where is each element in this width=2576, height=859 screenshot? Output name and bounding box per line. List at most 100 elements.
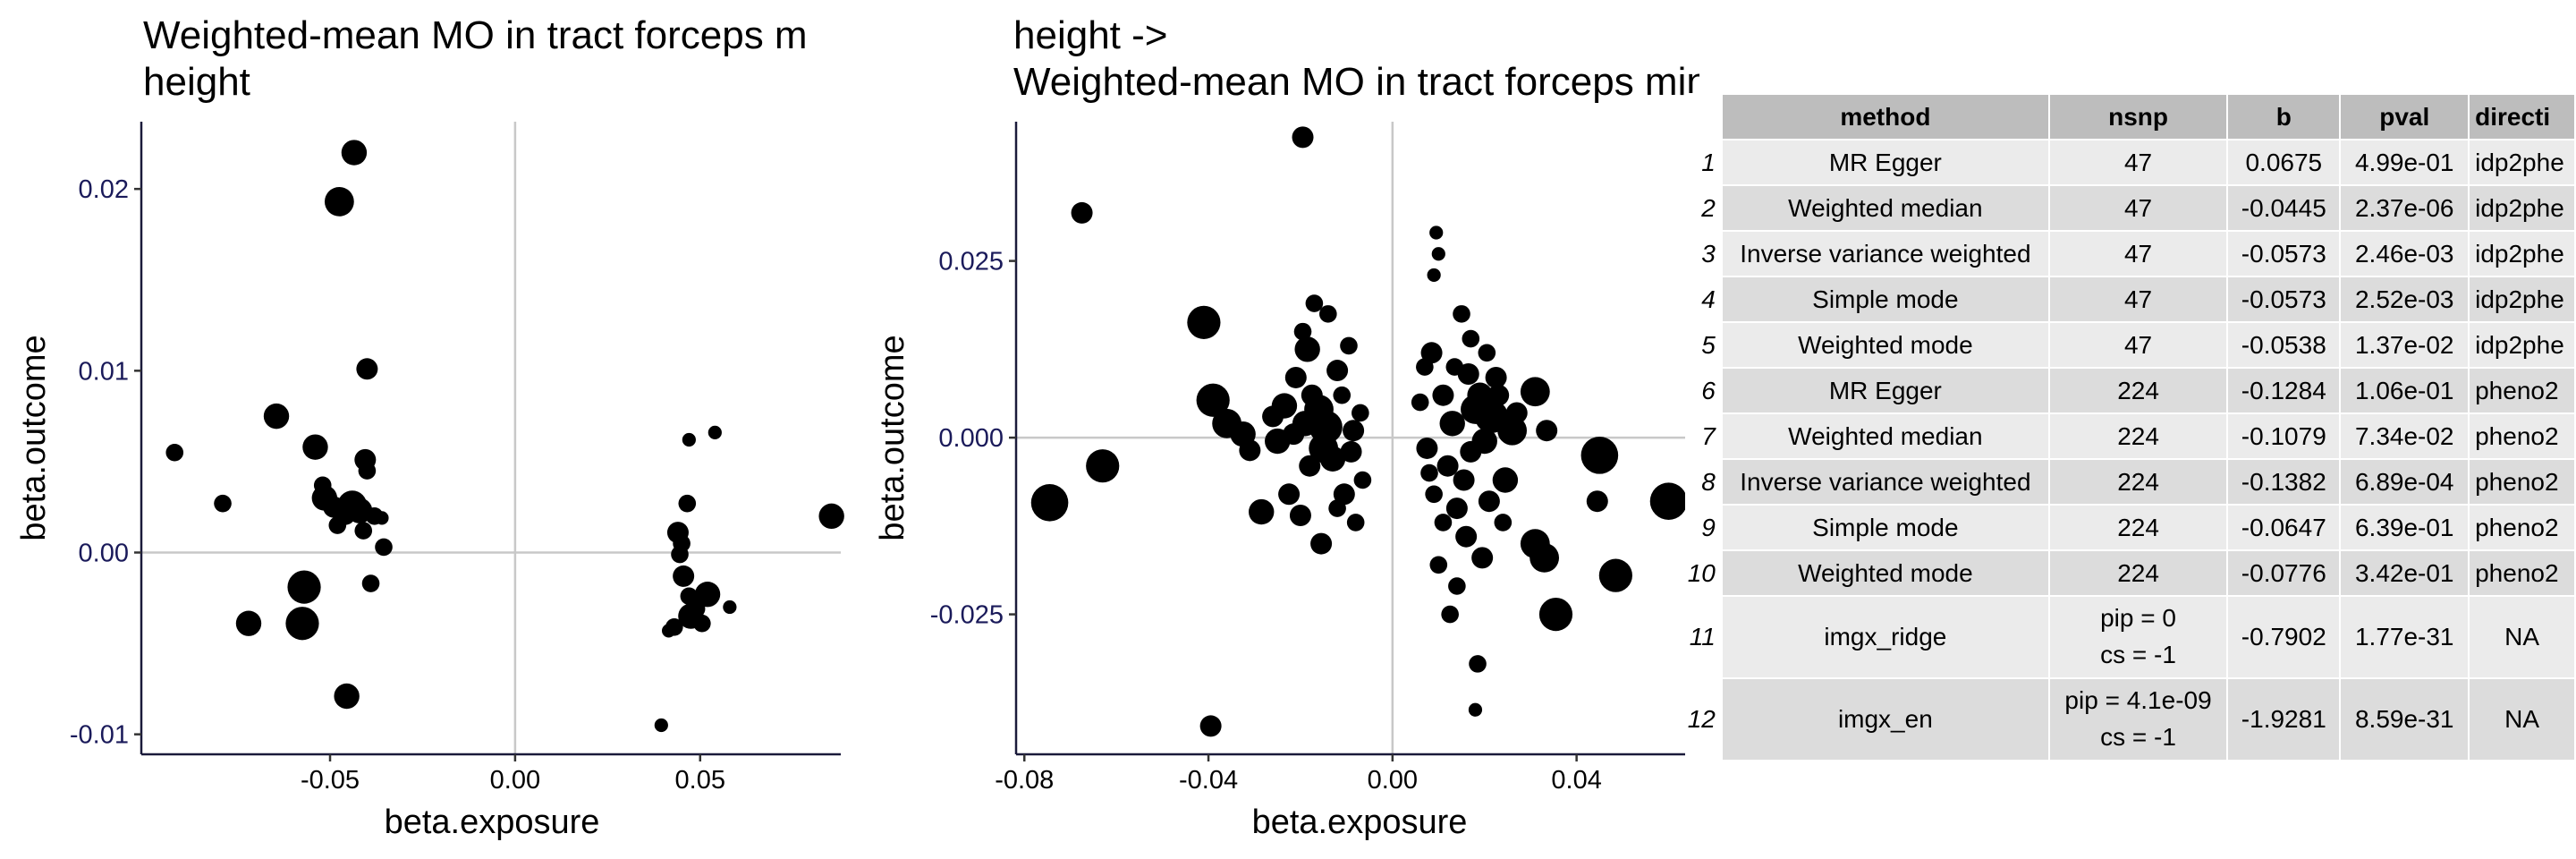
data-point [1586,490,1608,513]
data-point [1538,597,1573,632]
cell-method: MR Egger [1720,139,2050,186]
cell-b: -1.9281 [2226,677,2342,761]
cell-pval: 2.37e-06 [2339,184,2470,232]
data-point [1416,358,1434,376]
data-point [678,494,697,513]
cell-method: Weighted mode [1720,321,2050,369]
data-point [818,503,844,530]
cell-method: MR Egger [1720,367,2050,414]
data-point [1343,420,1365,442]
data-point [1071,201,1093,224]
data-point [662,624,676,638]
data-point [1467,382,1493,408]
data-point [356,358,378,380]
cell-nsnp: 224 [2047,549,2229,597]
scatter-plot-idp-to-height: Weighted-mean MO in tract forceps m heig… [15,13,844,841]
row-number: 9 [1685,504,1723,551]
data-point [214,494,232,513]
table-row: 8 Inverse variance weighted 224 -0.1382 6.89… [1685,458,2576,506]
data-point [1468,702,1483,717]
cell-pval: 4.99e-01 [2339,139,2470,186]
cell-pval: 1.77e-31 [2339,595,2470,679]
cell-b: -0.1284 [2226,367,2342,414]
row-number: 10 [1685,549,1723,597]
data-point [1492,467,1519,493]
data-point [1326,360,1349,382]
cell-nsnp: pip = 4.1e-09 cs = -1 [2047,677,2229,761]
row-number-header [1685,93,1723,140]
x-tick-label: -0.05 [301,766,360,795]
cell-pval: 2.52e-03 [2339,276,2470,323]
x-axis-label: beta.exposure [1252,804,1468,841]
x-tick-label: 0.00 [490,766,540,795]
cell-nsnp: 47 [2047,184,2229,232]
y-tick-label: -0.025 [930,601,1004,630]
cell-method: Weighted mode [1720,549,2050,597]
data-point [1455,525,1478,548]
row-number: 11 [1685,595,1723,679]
data-point [1434,514,1453,532]
y-tick-label: 0.025 [938,248,1004,276]
header-b: b [2226,93,2342,140]
row-number: 2 [1685,184,1723,232]
cell-pval: 1.06e-01 [2339,367,2470,414]
data-point [375,538,393,557]
cell-b: 0.0675 [2226,139,2342,186]
cell-direction: pheno2 [2468,367,2576,414]
cell-pval: 6.89e-04 [2339,458,2470,506]
data-point [1432,384,1454,406]
data-point [287,570,321,604]
data-point [1319,305,1337,323]
cell-direction: idp2phe [2468,276,2576,323]
data-point [1478,490,1500,513]
row-number: 5 [1685,321,1723,369]
data-point [1353,471,1372,489]
y-tick-label: 0.02 [79,175,129,204]
cell-method: Simple mode [1720,504,2050,551]
data-point [1086,449,1120,483]
cell-b: -0.7902 [2226,595,2342,679]
data-point [708,425,722,440]
data-point [1494,514,1513,532]
cell-direction: NA [2468,677,2576,761]
cell-direction: pheno2 [2468,549,2576,597]
cell-nsnp: 47 [2047,321,2229,369]
table-row: 6 MR Egger 224 -0.1284 1.06e-01 pheno2 [1685,367,2576,414]
data-point [1445,498,1468,520]
cell-method: Simple mode [1720,276,2050,323]
data-point [1305,294,1324,312]
data-point [693,614,711,633]
data-point [1294,336,1320,362]
table-row: 1 MR Egger 47 0.0675 4.99e-01 idp2phe [1685,139,2576,186]
table-row: 9 Simple mode 224 -0.0647 6.39e-01 pheno2 [1685,504,2576,551]
data-point [1420,342,1443,364]
data-point [1439,411,1465,437]
data-point [1309,433,1339,464]
data-point [1580,437,1619,474]
row-number: 1 [1685,139,1723,186]
data-point [1196,383,1230,417]
data-point [1292,411,1318,437]
data-point [680,587,699,606]
data-point [375,511,389,525]
cell-nsnp-line1: pip = 0 [2100,604,2176,633]
scatter-plot-height-to-idp: height -> Weighted-mean MO in tract forc… [874,13,1699,841]
chart-title-line: Weighted-mean MO in tract forceps minor [1013,60,1699,104]
cell-nsnp: 224 [2047,412,2229,460]
data-point [1420,464,1438,482]
data-point [1284,366,1307,388]
table-row: 4 Simple mode 47 -0.0573 2.52e-03 idp2phe [1685,276,2576,323]
data-point [358,462,377,480]
data-point [1598,558,1632,592]
data-point [1485,366,1507,388]
x-tick-label: -0.08 [995,766,1054,795]
data-point [1301,384,1323,406]
chart-title-line: height [143,60,250,104]
data-point [1453,469,1475,491]
data-point [1328,499,1346,517]
data-point [1471,547,1494,569]
cell-method: Weighted median [1720,184,2050,232]
cell-direction: NA [2468,595,2576,679]
data-point [165,443,184,462]
cell-method: Inverse variance weighted [1720,230,2050,277]
